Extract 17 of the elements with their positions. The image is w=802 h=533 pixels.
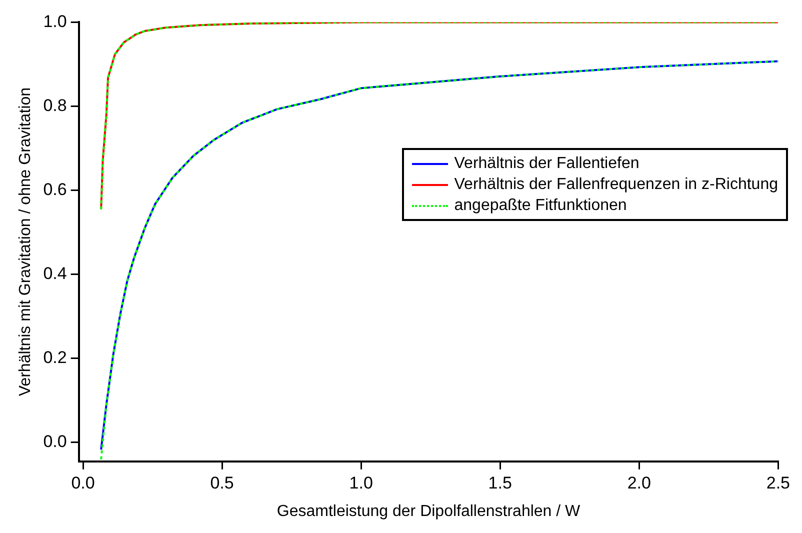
x-tick-label: 2.5 [766, 473, 790, 492]
y-tick-label: 0.2 [43, 348, 67, 368]
y-tick-label: 0.4 [43, 264, 67, 284]
legend-label: Verhältnis der Fallenfrequenzen in z-Richtung [454, 175, 778, 195]
x-tick-label: 0.5 [210, 473, 234, 492]
y-axis-title: Verhältnis mit Gravitation / ohne Gravitation [17, 88, 34, 396]
y-tick-label: 0.8 [43, 96, 67, 115]
y-tick-label: 1.0 [43, 12, 67, 31]
legend-label: Verhältnis der Fallentiefen [454, 154, 640, 174]
y-tick-label: 0.0 [43, 432, 67, 452]
x-tick-label: 1.0 [349, 473, 373, 492]
x-axis-title: Gesamtleistung der Dipolfallenstrahlen / W [276, 502, 582, 520]
x-tick-label: 1.5 [488, 473, 512, 492]
x-tick-label: 2.0 [627, 473, 651, 492]
y-tick-label: 0.6 [43, 180, 67, 199]
legend-label: angepaßte Fitfunktionen [454, 196, 627, 216]
x-tick-label: 0.0 [71, 473, 95, 492]
